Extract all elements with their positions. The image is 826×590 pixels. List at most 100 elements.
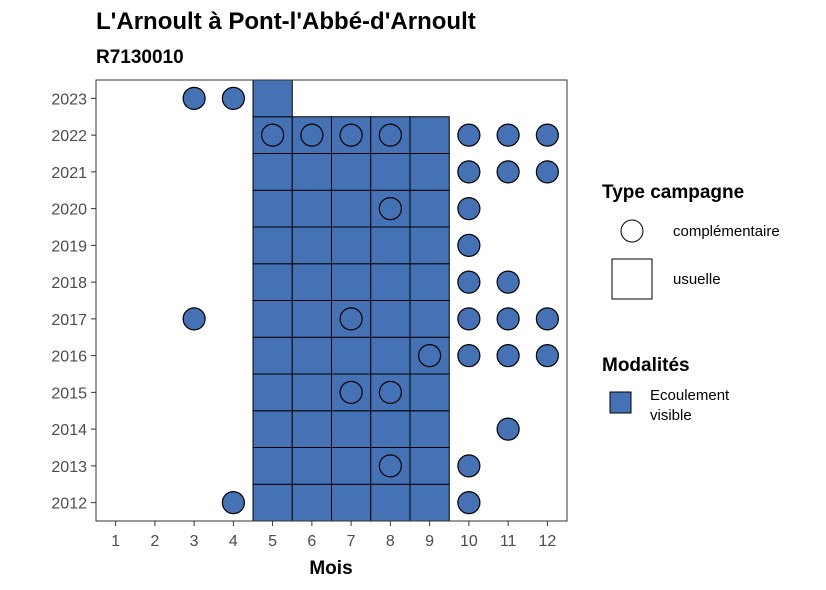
complementaire-point-2022-8	[378, 123, 402, 147]
x-tick-label: 10	[460, 533, 478, 550]
usuelle-square-2020-5	[252, 189, 293, 228]
usuelle-square-2017-9	[409, 300, 450, 338]
data-marks	[182, 79, 559, 522]
usuelle-square-2012-9	[409, 483, 450, 522]
usuelle-square-2015-6	[291, 373, 332, 412]
complementaire-point-2022-11	[496, 123, 520, 147]
usuelle-square-2014-9	[409, 410, 450, 448]
y-tick-label: 2012	[51, 496, 87, 513]
usuelle-square-2020-9	[409, 189, 450, 228]
chart-subtitle: R7130010	[96, 47, 184, 68]
y-tick-label: 2018	[51, 275, 87, 292]
y-tick-label: 2019	[51, 238, 87, 255]
usuelle-square-2016-8	[370, 336, 411, 375]
usuelle-square-2014-7	[331, 410, 372, 448]
complementaire-point-2013-8	[378, 454, 402, 478]
usuelle-square-2018-6	[291, 263, 332, 301]
complementaire-point-2018-10	[457, 270, 481, 294]
x-tick-label: 11	[500, 533, 517, 550]
usuelle-square-2019-8	[370, 226, 411, 265]
x-axis-label: Mois	[309, 558, 352, 579]
x-tick-label: 2	[150, 533, 159, 550]
usuelle-square-2021-6	[291, 153, 332, 191]
complementaire-point-2023-3	[182, 86, 206, 110]
complementaire-point-2017-11	[496, 307, 520, 331]
usuelle-square-2018-7	[331, 263, 372, 301]
usuelle-square-2017-8	[370, 300, 411, 338]
y-tick-label: 2013	[51, 459, 87, 476]
complementaire-point-2012-10	[457, 491, 481, 515]
x-tick-label: 5	[268, 533, 277, 550]
x-tick-label: 8	[386, 533, 395, 550]
x-tick-label: 9	[425, 533, 434, 550]
complementaire-point-2021-10	[457, 160, 481, 184]
usuelle-square-2016-6	[291, 336, 332, 375]
x-tick-label: 1	[111, 533, 120, 550]
usuelle-square-2016-7	[331, 336, 372, 375]
y-tick-label: 2020	[51, 202, 87, 219]
x-tick-label: 12	[538, 533, 556, 550]
legend: Type campagne complémentaire usuelle Mod…	[602, 182, 780, 424]
y-tick-label: 2015	[51, 385, 87, 402]
complementaire-point-2016-12	[535, 344, 559, 368]
complementaire-point-2020-10	[457, 197, 481, 221]
x-tick-label: 3	[190, 533, 199, 550]
complementaire-point-2022-5	[261, 123, 285, 147]
legend-ecoulement-key	[609, 391, 632, 414]
usuelle-square-2012-5	[252, 483, 293, 522]
complementaire-point-2017-3	[182, 307, 206, 331]
complementaire-point-2022-12	[535, 123, 559, 147]
complementaire-point-2017-7	[339, 307, 363, 331]
chart-title: L'Arnoult à Pont-l'Abbé-d'Arnoult	[96, 8, 476, 35]
complementaire-point-2015-7	[339, 380, 363, 404]
x-tick-label: 6	[307, 533, 316, 550]
complementaire-point-2013-10	[457, 454, 481, 478]
usuelle-square-2021-8	[370, 153, 411, 191]
usuelle-square-2014-8	[370, 410, 411, 448]
usuelle-square-2016-5	[252, 336, 293, 375]
usuelle-square-2012-7	[331, 483, 372, 522]
complementaire-point-2014-11	[496, 417, 520, 441]
complementaire-point-2015-8	[378, 380, 402, 404]
usuelle-square-2020-7	[331, 189, 372, 228]
usuelle-square-2013-6	[291, 447, 332, 485]
legend-ecoulement-line2: visible	[650, 407, 692, 424]
complementaire-point-2016-11	[496, 344, 520, 368]
y-tick-label: 2016	[51, 349, 87, 366]
complementaire-point-2022-6	[300, 123, 324, 147]
plot-border	[95, 79, 568, 522]
complementaire-point-2017-10	[457, 307, 481, 331]
usuelle-square-2014-5	[252, 410, 293, 448]
usuelle-square-2012-8	[370, 483, 411, 522]
legend-usuelle-label: usuelle	[673, 271, 721, 288]
usuelle-square-2022-6	[291, 116, 332, 154]
usuelle-square-2018-5	[252, 263, 293, 301]
usuelle-square-2013-9	[409, 447, 450, 485]
legend-square-key	[611, 258, 653, 300]
usuelle-square-2021-7	[331, 153, 372, 191]
usuelle-square-2023-5	[252, 79, 293, 118]
legend-complementaire-label: complémentaire	[673, 223, 780, 240]
usuelle-square-2017-5	[252, 300, 293, 338]
legend-ecoulement-line1: Ecoulement	[650, 387, 730, 404]
usuelle-square-2019-6	[291, 226, 332, 265]
usuelle-square-2015-9	[409, 373, 450, 412]
usuelle-square-2021-5	[252, 153, 293, 191]
usuelle-square-2017-6	[291, 300, 332, 338]
x-axis: 1 2 3 4 5 6 7 8 9 10 11 12	[111, 521, 556, 550]
usuelle-square-2022-9	[409, 116, 450, 154]
y-tick-label: 2022	[51, 128, 87, 145]
usuelle-square-2015-5	[252, 373, 293, 412]
usuelle-square-2019-5	[252, 226, 293, 265]
legend-circle-key	[620, 219, 644, 243]
complementaire-point-2016-9	[418, 344, 442, 368]
y-tick-label: 2014	[51, 422, 87, 439]
usuelle-square-2020-6	[291, 189, 332, 228]
usuelle-square-2013-7	[331, 447, 372, 485]
x-tick-label: 7	[347, 533, 356, 550]
y-tick-label: 2023	[51, 91, 87, 108]
usuelle-square-2013-5	[252, 447, 293, 485]
y-tick-label: 2017	[51, 312, 87, 329]
usuelle-square-2021-9	[409, 153, 450, 191]
